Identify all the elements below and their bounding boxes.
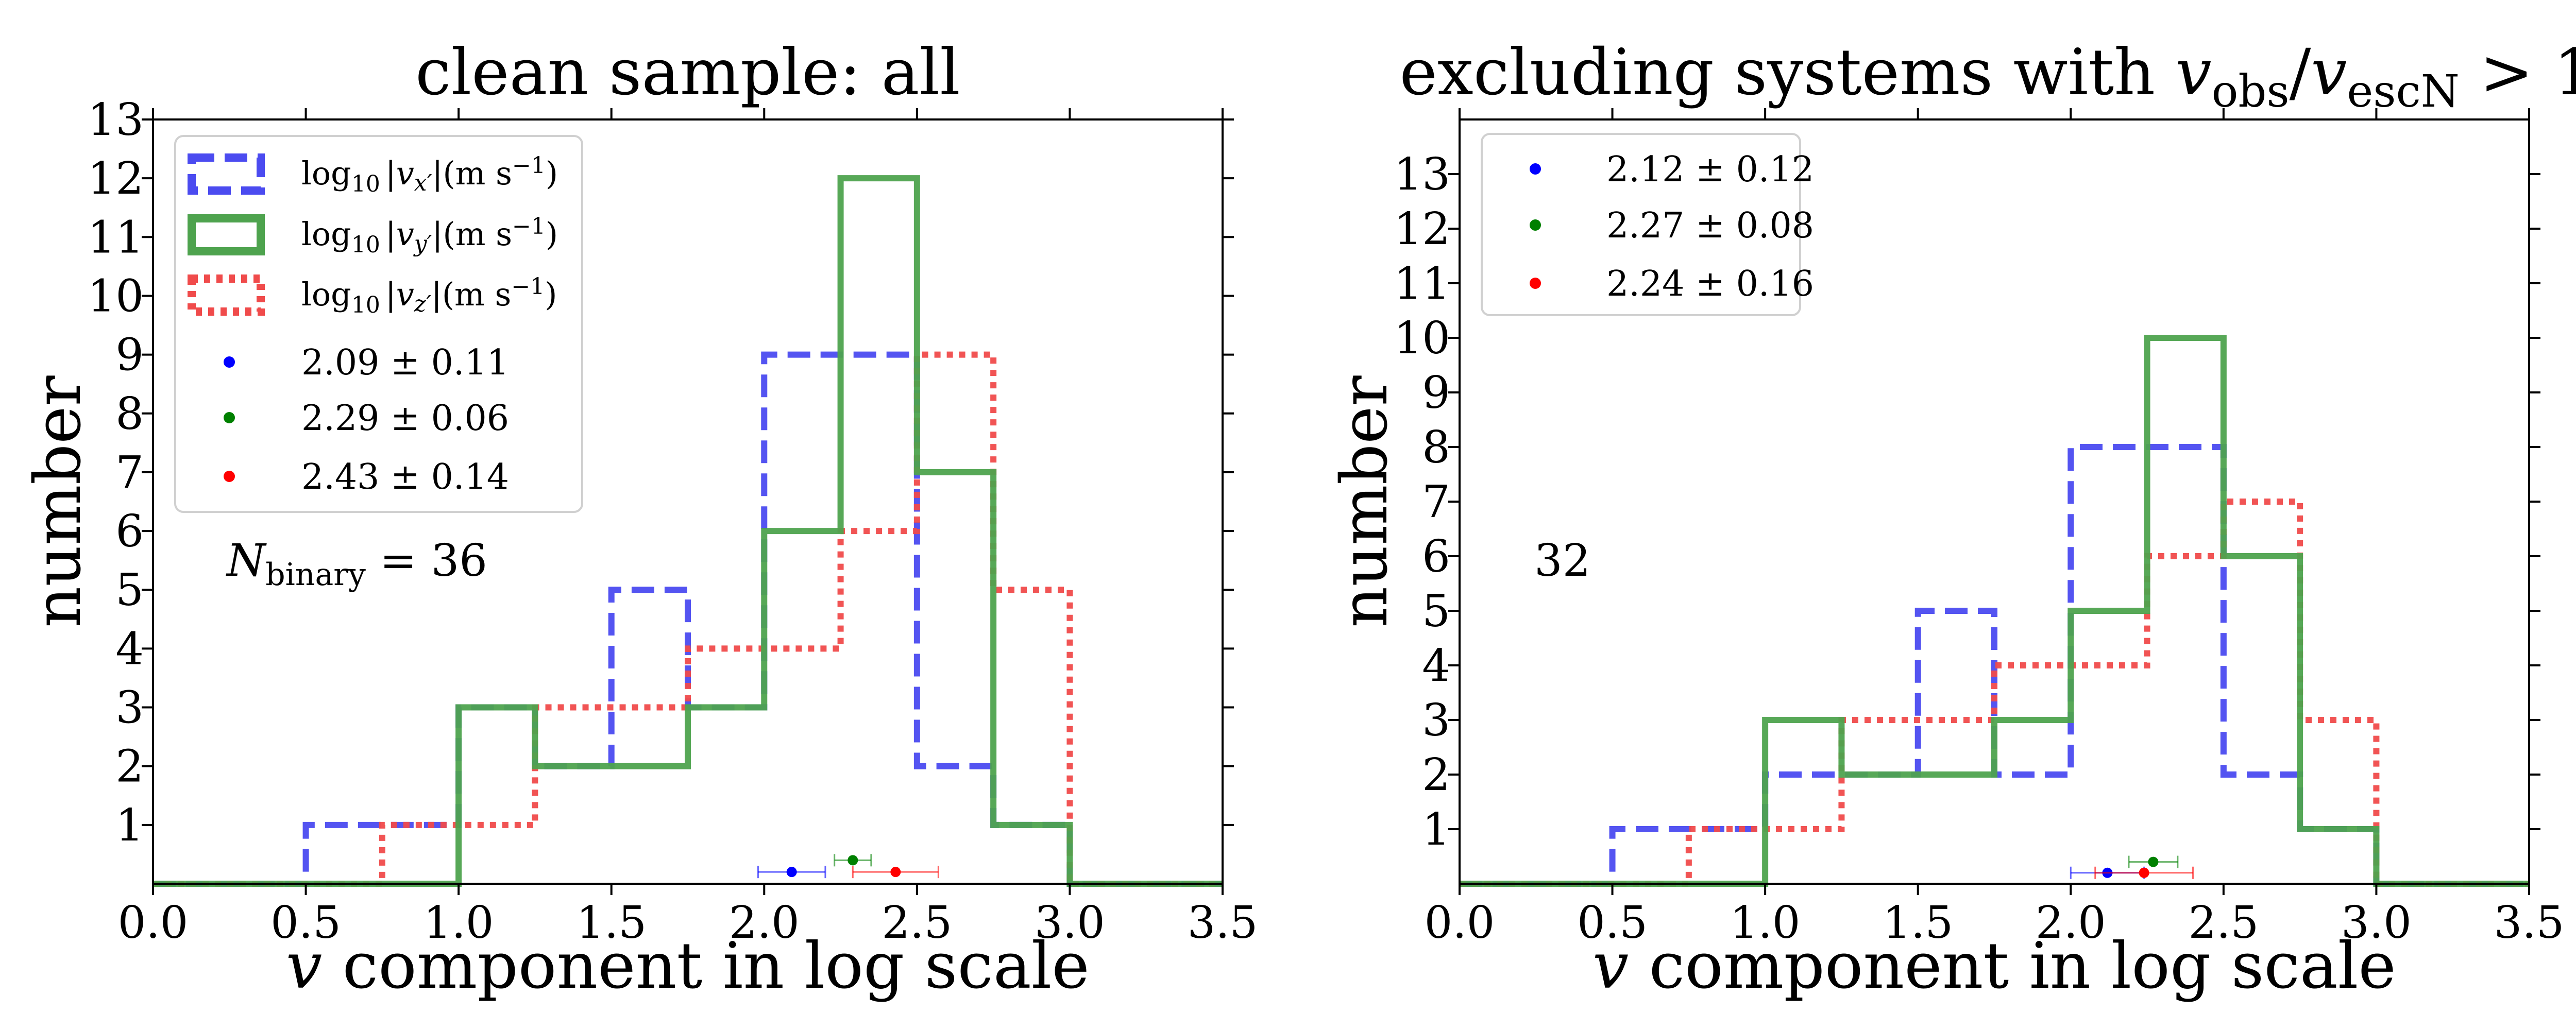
right-y-tick-label-3: 4 xyxy=(1422,640,1450,692)
right-y-tick-label-10: 11 xyxy=(1394,258,1450,310)
left-x-axis-label: v component in log scale xyxy=(286,929,1090,1003)
left-annotation-nbinary: Nbinary = 36 xyxy=(226,535,487,593)
right-y-tick-label-4: 5 xyxy=(1422,586,1450,637)
left-y-tick-label-1: 2 xyxy=(115,741,144,793)
left-plot-frame xyxy=(152,118,1224,885)
left-x-tick-label-3: 1.5 xyxy=(576,897,647,949)
legend-mean-green: 2.29 ± 0.06 xyxy=(301,398,509,439)
legend-marker-mean-blue xyxy=(1530,163,1541,175)
left-mean-errorbar-1 xyxy=(834,854,872,867)
left-y-axis-label: number xyxy=(21,375,95,628)
legend-mean-blue: 2.09 ± 0.11 xyxy=(301,342,509,383)
right-hist-dotted-series-2 xyxy=(1460,499,2529,887)
left-x-tick-label-1: 0.5 xyxy=(270,897,341,949)
legend-label-vy: log10 |vy′|(m s−1) xyxy=(301,213,558,258)
left-y-tick-label-2: 3 xyxy=(115,682,144,734)
left-x-tick-label-6: 3.0 xyxy=(1035,897,1105,949)
right-mean-errorbar-2 xyxy=(2094,866,2194,879)
legend-swatch-vy xyxy=(188,214,265,255)
legend-marker-mean-green xyxy=(1530,219,1541,231)
right-annotation-count: 32 xyxy=(1534,535,1590,587)
left-y-tick-label-0: 1 xyxy=(115,800,144,851)
legend-label-vx: log10 |vx′|(m s−1) xyxy=(301,152,558,197)
right-y-tick-label-12: 13 xyxy=(1394,149,1450,200)
left-x-tick-label-2: 1.0 xyxy=(423,897,494,949)
left-panel: clean sample: all 0.0 0.5 1.0 1.5 2.0 2.5 3.0 3… xyxy=(21,36,1258,1003)
left-x-tick-label-5: 2.5 xyxy=(882,897,952,949)
legend-mean-blue: 2.12 ± 0.12 xyxy=(1606,149,1814,190)
right-x-axis-label: v component in log scale xyxy=(1592,929,2396,1003)
right-y-tick-label-11: 12 xyxy=(1394,203,1450,255)
legend-marker-mean-blue xyxy=(224,356,235,368)
left-y-tick-label-7: 8 xyxy=(115,388,144,440)
legend-label-vz: log10 |vz′|(m s−1) xyxy=(301,273,557,318)
legend-swatch-vz xyxy=(188,274,265,316)
legend-mean-green: 2.27 ± 0.08 xyxy=(1606,205,1814,246)
right-y-tick-label-7: 8 xyxy=(1422,422,1450,473)
right-x-tick-label-6: 3.0 xyxy=(2341,897,2412,949)
legend-marker-mean-green xyxy=(224,412,235,423)
right-legend: 2.12 ± 0.12 2.27 ± 0.08 2.24 ± 0.16 xyxy=(1481,133,1814,316)
legend-marker-mean-red xyxy=(224,471,235,482)
left-legend: log10 |vx′|(m s−1) log10 |vy′|(m s−1) log1… xyxy=(174,135,583,513)
legend-mean-red: 2.43 ± 0.14 xyxy=(301,457,509,497)
right-x-tick-label-0: 0.0 xyxy=(1425,897,1495,949)
left-x-tick-label-4: 2.0 xyxy=(729,897,800,949)
left-x-tick-label-0: 0.0 xyxy=(118,897,189,949)
left-y-tick-label-10: 11 xyxy=(88,212,144,263)
right-y-tick-label-5: 6 xyxy=(1422,531,1450,582)
right-y-tick-label-9: 10 xyxy=(1394,313,1450,364)
left-mean-errorbar-2 xyxy=(852,866,939,879)
left-y-tick-label-6: 7 xyxy=(115,447,144,499)
left-chart-title: clean sample: all xyxy=(415,36,960,110)
left-y-tick-label-8: 9 xyxy=(115,330,144,381)
right-chart-title: excluding systems with vobs/vescN > 1 xyxy=(1400,36,2576,117)
right-x-tick-label-3: 1.5 xyxy=(1883,897,1953,949)
right-x-tick-label-1: 0.5 xyxy=(1577,897,1648,949)
left-y-tick-label-9: 10 xyxy=(88,270,144,322)
right-panel: excluding systems with vobs/vescN > 1 0.… xyxy=(1328,36,2576,1003)
left-y-tick-label-5: 6 xyxy=(115,506,144,557)
right-y-axis-label: number xyxy=(1328,375,1402,628)
left-x-tick-label-7: 3.5 xyxy=(1188,897,1258,949)
left-mean-errorbar-0 xyxy=(757,866,826,879)
right-x-tick-label-2: 1.0 xyxy=(1730,897,1801,949)
right-y-tick-label-6: 7 xyxy=(1422,476,1450,528)
right-x-tick-label-4: 2.0 xyxy=(2036,897,2106,949)
right-x-tick-label-5: 2.5 xyxy=(2188,897,2259,949)
left-y-tick-label-4: 5 xyxy=(115,564,144,616)
right-y-tick-label-2: 3 xyxy=(1422,695,1450,746)
right-hist-dashed-series-0 xyxy=(1460,444,2529,887)
left-y-tick-label-12: 13 xyxy=(88,94,144,146)
left-y-tick-label-3: 4 xyxy=(115,623,144,675)
right-mean-errorbar-1 xyxy=(2128,855,2179,868)
right-y-tick-label-1: 2 xyxy=(1422,749,1450,801)
right-y-tick-label-8: 9 xyxy=(1422,367,1450,419)
legend-swatch-vx xyxy=(188,153,265,195)
legend-marker-mean-red xyxy=(1530,278,1541,289)
right-y-tick-label-0: 1 xyxy=(1422,804,1450,855)
left-y-tick-label-11: 12 xyxy=(88,153,144,204)
legend-mean-red: 2.24 ± 0.16 xyxy=(1606,264,1814,304)
left-hist-dotted-series-2 xyxy=(153,351,1223,887)
right-x-tick-label-7: 3.5 xyxy=(2494,897,2565,949)
